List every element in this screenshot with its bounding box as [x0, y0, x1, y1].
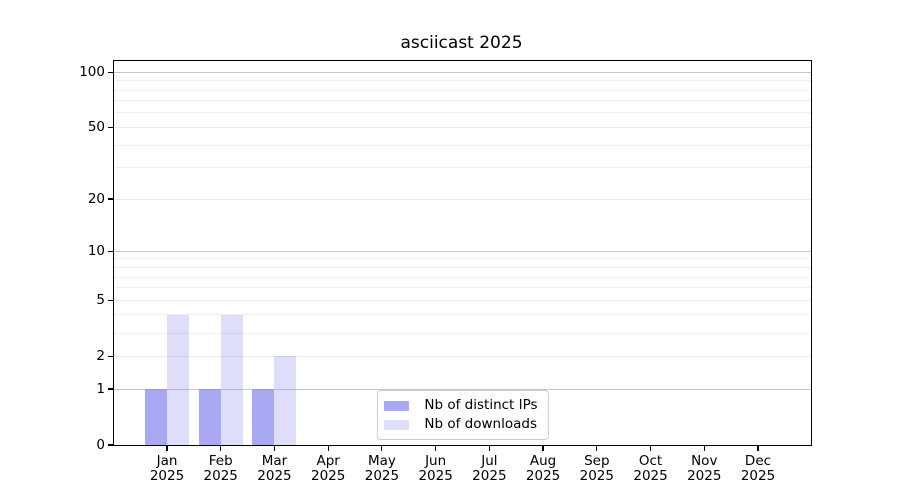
- y-tick-label: 0: [96, 437, 105, 453]
- x-tick: [273, 446, 276, 452]
- x-tick-label: Mar 2025: [257, 453, 292, 484]
- chart-title: asciicast 2025: [400, 33, 523, 53]
- x-tick-label: Oct 2025: [633, 453, 668, 484]
- gridline-minor: [114, 89, 811, 91]
- bar-downloads-mar: [274, 356, 297, 445]
- y-tick-label: 2: [96, 348, 105, 365]
- bar-distinct-ips-feb: [198, 389, 221, 445]
- gridline-minor: [114, 287, 811, 289]
- y-tick-label: 5: [96, 292, 105, 309]
- x-tick-label: Sep 2025: [579, 453, 614, 484]
- bars-layer: [114, 61, 811, 445]
- x-tick: [381, 446, 383, 452]
- gridline-minor: [114, 332, 811, 334]
- x-tick: [542, 446, 544, 452]
- x-tick: [757, 446, 759, 452]
- bar-downloads-jan: [167, 314, 189, 445]
- y-tick-label: 50: [87, 119, 105, 136]
- x-tick-label: May 2025: [364, 453, 400, 484]
- gridline-major: [114, 355, 811, 357]
- y-tick-label: 20: [87, 191, 105, 208]
- gridline-major: [114, 71, 811, 73]
- legend-label-distinct-ips: Nb of distinct IPs: [424, 397, 538, 413]
- y-tick: [107, 71, 113, 73]
- y-tick: [107, 299, 113, 301]
- gridline-minor: [114, 144, 811, 146]
- gridline-minor: [114, 267, 811, 268]
- legend-swatch-distinct-ips: [383, 400, 409, 411]
- gridline-minor: [114, 314, 811, 316]
- legend-item-downloads: Nb of downloads: [383, 417, 537, 432]
- x-tick-label: Jul 2025: [472, 453, 507, 484]
- y-tick: [107, 198, 113, 200]
- x-tick: [327, 446, 329, 452]
- bar-downloads-feb: [220, 314, 243, 445]
- gridline-minor: [114, 100, 811, 102]
- x-tick-label: Nov 2025: [687, 453, 722, 484]
- gridline-minor: [114, 167, 811, 169]
- x-tick-label: Dec 2025: [740, 453, 776, 484]
- x-tick-label: Feb 2025: [203, 453, 238, 484]
- y-tick-label: 100: [79, 64, 105, 81]
- x-tick: [166, 446, 168, 452]
- grid-layer: [114, 61, 811, 445]
- legend-label-downloads: Nb of downloads: [424, 416, 537, 432]
- x-tick: [596, 446, 598, 452]
- x-tick: [703, 446, 705, 452]
- y-tick: [107, 388, 113, 390]
- x-tick-label: Jan 2025: [149, 453, 185, 484]
- axis-layer: 0 1 2 5 10 20 50 100 Jan 2025 Feb 2025 Mar 2025 Apr…: [79, 61, 811, 483]
- gridline-minor: [114, 112, 811, 114]
- gridline-major: [114, 388, 811, 390]
- y-tick: [107, 126, 113, 128]
- x-tick-label: Aug 2025: [525, 453, 561, 484]
- gridline-minor: [114, 276, 811, 278]
- bar-distinct-ips-jan: [145, 389, 167, 445]
- y-tick: [107, 250, 113, 252]
- gridline-major: [114, 299, 811, 301]
- gridline-major: [114, 126, 811, 128]
- x-tick: [435, 446, 437, 452]
- y-tick: [107, 444, 113, 446]
- gridline-minor: [114, 80, 811, 82]
- x-tick: [220, 446, 222, 452]
- gridline-minor: [114, 258, 811, 260]
- x-tick-label: Apr 2025: [310, 453, 346, 484]
- legend-item-distinct-ips: Nb of distinct IPs: [383, 397, 538, 413]
- y-tick-label: 10: [87, 243, 105, 260]
- y-tick-label: 1: [96, 381, 105, 397]
- x-tick: [649, 446, 652, 452]
- legend: Nb of distinct IPs Nb of downloads: [376, 390, 549, 440]
- x-tick: [488, 446, 490, 452]
- bar-distinct-ips-mar: [252, 389, 275, 445]
- gridline-major: [114, 198, 811, 200]
- y-tick: [107, 355, 113, 357]
- plot-area: 0 1 2 5 10 20 50 100 Jan 2025 Feb 2025 Mar 2025 Apr…: [79, 60, 812, 484]
- x-tick-label: Jun 2025: [418, 453, 453, 484]
- legend-swatch-downloads: [383, 419, 409, 430]
- gridline-major: [114, 250, 811, 252]
